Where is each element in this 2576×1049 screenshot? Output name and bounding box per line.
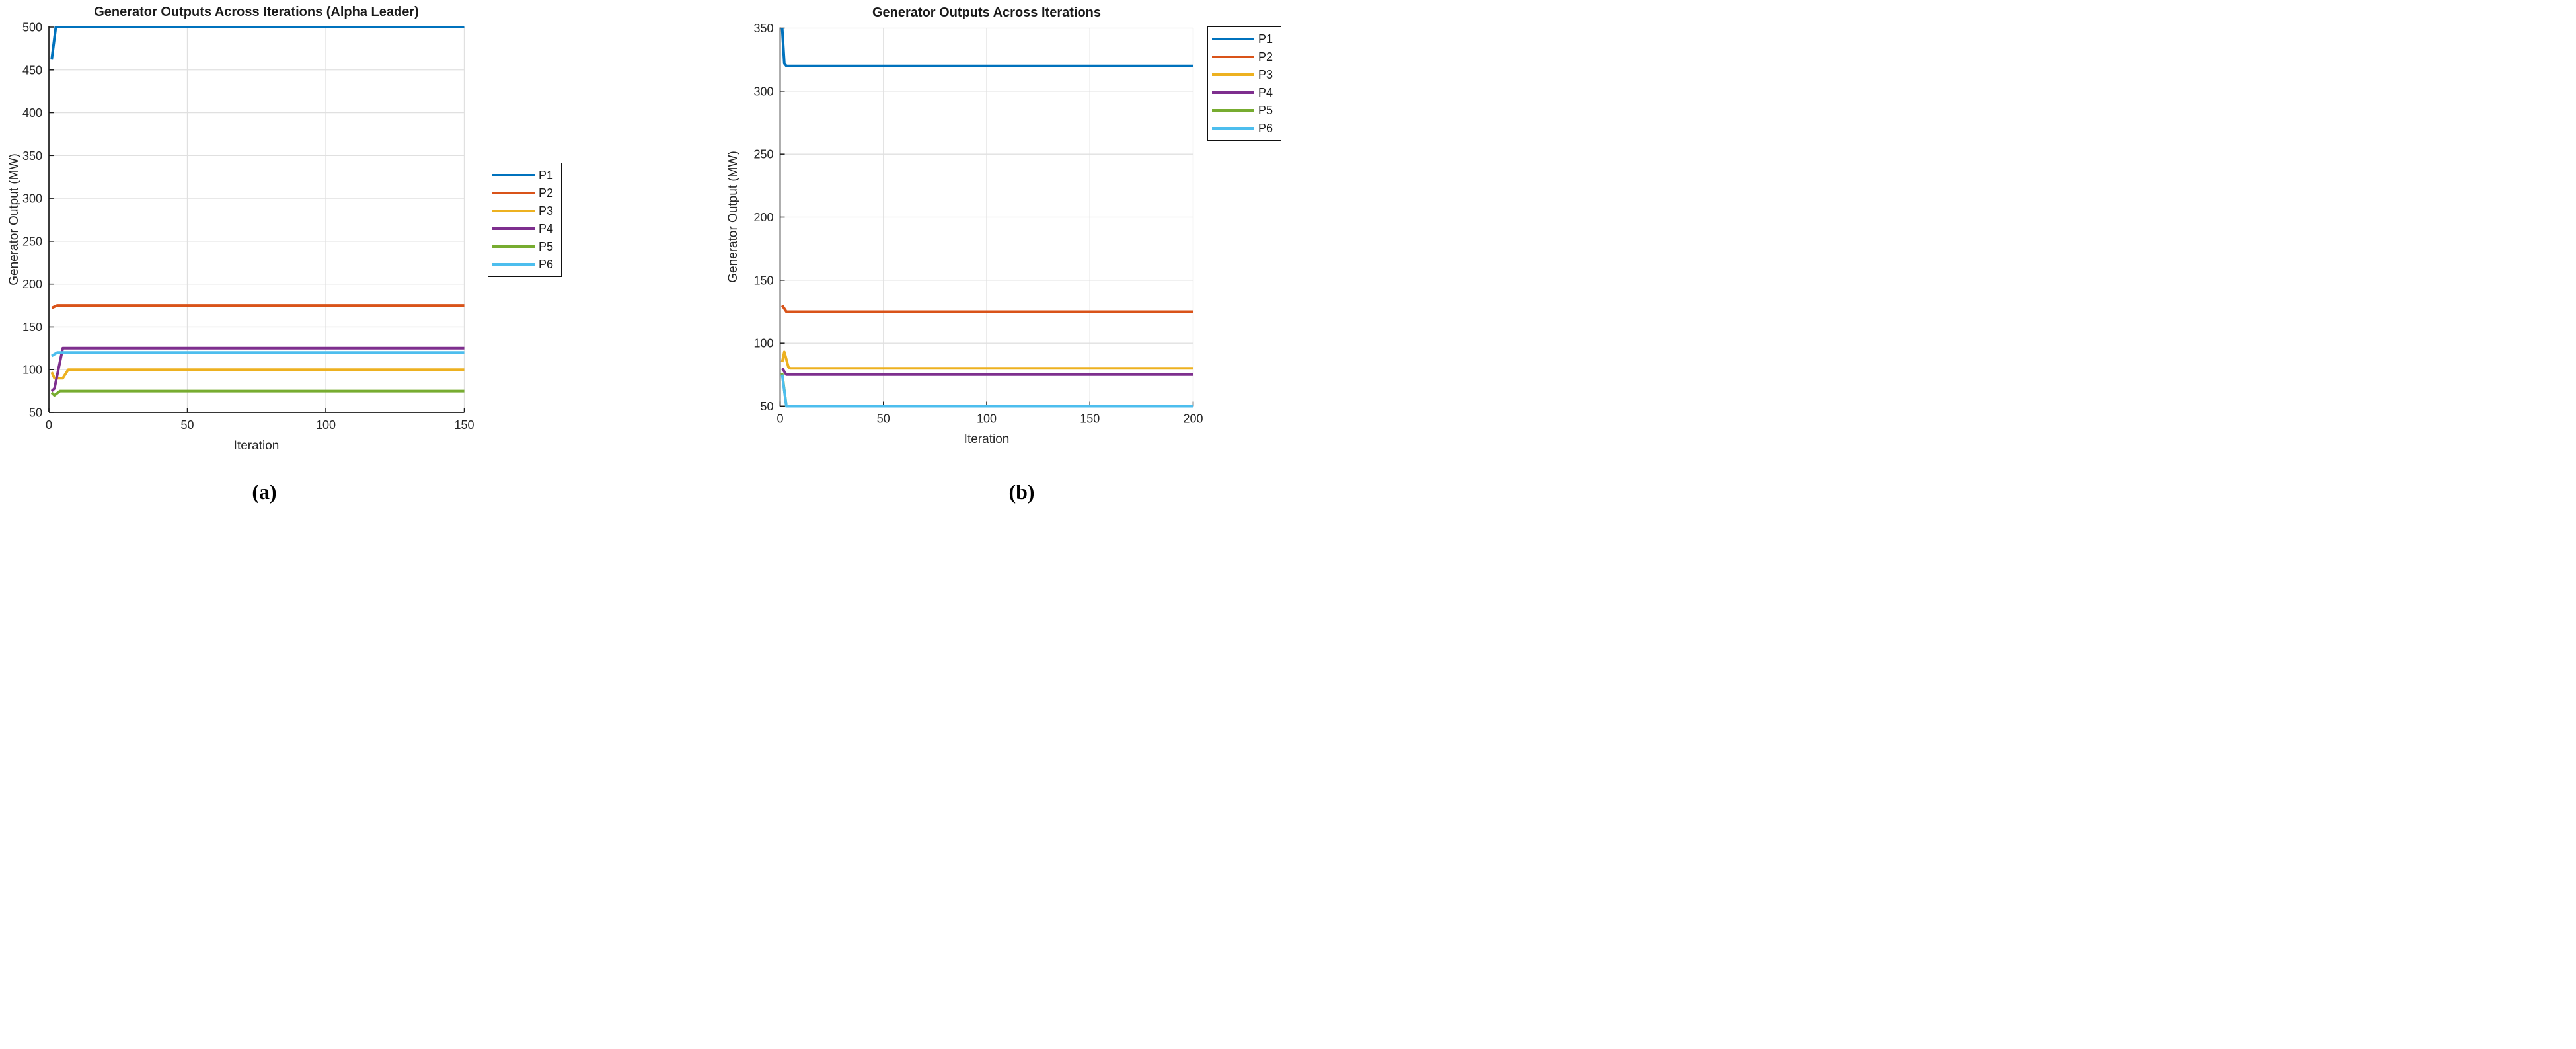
legend-label-P3: P3 bbox=[539, 204, 554, 217]
figure-canvas: { "style": { "background": "#FFFFFF", "a… bbox=[0, 0, 1288, 525]
series-line-P5 bbox=[780, 373, 1193, 408]
y-tick-label-450: 450 bbox=[22, 63, 42, 77]
series-line-P3 bbox=[780, 350, 1193, 370]
legend-label-P6: P6 bbox=[1258, 122, 1273, 135]
legend-item-P1: P1 bbox=[492, 169, 561, 181]
chart-a-title: Generator Outputs Across Iterations (Alp… bbox=[94, 5, 419, 19]
legend-item-P4: P4 bbox=[492, 223, 561, 235]
legend-line-icon-P4 bbox=[492, 227, 535, 230]
y-tick-label-200: 200 bbox=[22, 278, 42, 291]
legend-line-icon-P1 bbox=[1212, 38, 1254, 40]
y-tick-label-300: 300 bbox=[753, 85, 773, 98]
x-tick-label-100: 100 bbox=[316, 418, 336, 432]
chart-a-legend: P1 P2 P3 P4 P5 P6 bbox=[488, 163, 562, 277]
legend-line-icon-P5 bbox=[1212, 109, 1254, 112]
chart-b: 0 50 100 150 200 50 100 150 200 250 300 350 Generat… bbox=[644, 0, 1288, 525]
legend-label-P2: P2 bbox=[1258, 50, 1273, 63]
series-line-P3 bbox=[50, 368, 465, 380]
legend-line-icon-P2 bbox=[492, 192, 535, 194]
series-line-P5 bbox=[50, 389, 465, 397]
x-tick-label-0: 0 bbox=[46, 418, 52, 432]
legend-line-icon-P5 bbox=[492, 245, 535, 248]
x-tick-label-200: 200 bbox=[1183, 412, 1203, 426]
chart-b-title: Generator Outputs Across Iterations bbox=[872, 5, 1101, 20]
y-tick-label-250: 250 bbox=[753, 148, 773, 161]
y-tick-label-350: 350 bbox=[22, 149, 42, 163]
legend-item-P5: P5 bbox=[492, 241, 561, 253]
legend-label-P5: P5 bbox=[1258, 104, 1273, 117]
y-tick-label-100: 100 bbox=[753, 337, 773, 350]
y-tick-label-150: 150 bbox=[753, 274, 773, 287]
legend-label-P1: P1 bbox=[1258, 32, 1273, 46]
y-tick-label-300: 300 bbox=[22, 192, 42, 206]
legend-item-P3: P3 bbox=[492, 205, 561, 217]
series-line-P2 bbox=[51, 304, 465, 309]
series-line-P6 bbox=[51, 351, 465, 358]
caption-a: (a) bbox=[252, 480, 277, 504]
y-tick-label-150: 150 bbox=[22, 321, 42, 334]
legend-item-P2: P2 bbox=[492, 187, 561, 199]
series-line-P1 bbox=[780, 28, 1193, 67]
legend-label-P6: P6 bbox=[539, 258, 554, 271]
series-line-P4 bbox=[780, 368, 1193, 376]
legend-item-P4: P4 bbox=[1212, 87, 1281, 98]
x-tick-label-50: 50 bbox=[877, 412, 890, 426]
legend-label-P5: P5 bbox=[539, 240, 554, 253]
y-tick-label-100: 100 bbox=[22, 364, 42, 377]
legend-line-icon-P4 bbox=[1212, 91, 1254, 94]
x-tick-label-0: 0 bbox=[777, 412, 783, 426]
y-tick-label-50: 50 bbox=[760, 400, 773, 413]
chart-b-svg: 0 50 100 150 200 50 100 150 200 250 300 350 bbox=[753, 22, 1203, 426]
series-line-P6 bbox=[780, 374, 1193, 408]
y-tick-label-400: 400 bbox=[22, 106, 42, 120]
chart-b-xlabel: Iteration bbox=[964, 432, 1010, 446]
legend-line-icon-P1 bbox=[492, 174, 535, 176]
chart-a: 0 50 100 150 50 100 150 200 250 300 350 400 450 500 G… bbox=[0, 0, 644, 525]
chart-a-xlabel: Iteration bbox=[233, 439, 280, 453]
x-tick-label-150: 150 bbox=[1080, 412, 1100, 426]
chart-a-svg: 0 50 100 150 50 100 150 200 250 300 350 400 450 500 bbox=[22, 21, 474, 432]
legend-label-P4: P4 bbox=[1258, 86, 1273, 99]
legend-label-P3: P3 bbox=[1258, 68, 1273, 81]
y-tick-label-500: 500 bbox=[22, 21, 42, 34]
legend-item-P2: P2 bbox=[1212, 51, 1281, 63]
y-tick-label-250: 250 bbox=[22, 235, 42, 248]
legend-item-P6: P6 bbox=[1212, 122, 1281, 134]
y-tick-label-350: 350 bbox=[753, 22, 773, 35]
y-tick-label-200: 200 bbox=[753, 211, 773, 224]
legend-label-P1: P1 bbox=[539, 169, 554, 182]
series-line-P4 bbox=[50, 346, 465, 393]
legend-item-P3: P3 bbox=[1212, 69, 1281, 81]
chart-b-legend: P1 P2 P3 P4 P5 P6 bbox=[1207, 26, 1281, 141]
x-tick-label-100: 100 bbox=[977, 412, 997, 426]
legend-item-P6: P6 bbox=[492, 258, 561, 270]
legend-label-P2: P2 bbox=[539, 186, 554, 200]
legend-item-P5: P5 bbox=[1212, 104, 1281, 116]
x-tick-label-150: 150 bbox=[454, 418, 474, 432]
y-tick-label-50: 50 bbox=[29, 407, 42, 420]
caption-b: (b) bbox=[1008, 480, 1035, 504]
series-line-P2 bbox=[780, 304, 1193, 313]
legend-line-icon-P2 bbox=[1212, 56, 1254, 58]
legend-line-icon-P6 bbox=[492, 263, 535, 266]
legend-line-icon-P3 bbox=[492, 210, 535, 212]
legend-line-icon-P6 bbox=[1212, 127, 1254, 130]
chart-b-ylabel: Generator Output (MW) bbox=[726, 151, 740, 283]
chart-a-ylabel: Generator Output (MW) bbox=[7, 153, 21, 286]
series-line-P1 bbox=[50, 26, 465, 60]
legend-line-icon-P3 bbox=[1212, 73, 1254, 76]
legend-item-P1: P1 bbox=[1212, 33, 1281, 45]
x-tick-label-50: 50 bbox=[180, 418, 194, 432]
legend-label-P4: P4 bbox=[539, 222, 554, 235]
